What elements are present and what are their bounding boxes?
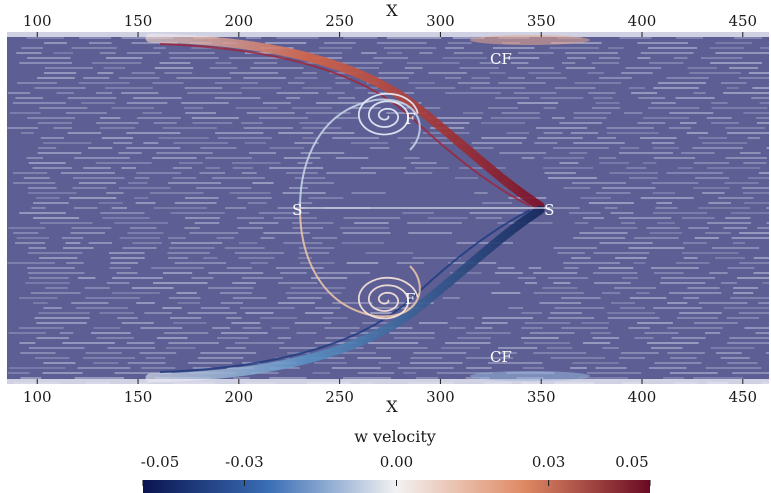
- streamline-field: [7, 32, 769, 384]
- x-tick-label-bottom: 200: [225, 388, 254, 406]
- annotation-cf-bottom: CF: [490, 348, 512, 366]
- bottom-corner-flow: [470, 371, 590, 381]
- x-tick-label-bottom: 250: [325, 388, 354, 406]
- x-tick-label-top: 350: [527, 12, 556, 30]
- lower-shear-layer-edge: [159, 209, 531, 373]
- colorbar-tick-label: 0.00: [380, 453, 413, 471]
- annotation-s-right: S: [544, 201, 554, 219]
- annotation-f-bottom: F: [405, 290, 415, 308]
- annotations: CF F S S F CF: [292, 50, 554, 366]
- colorbar-tick-label: -0.03: [225, 453, 263, 471]
- colorbar-tick-label: 0.05: [615, 453, 648, 471]
- x-tick-label-bottom: 300: [426, 388, 455, 406]
- x-axis-title-bottom: X: [386, 397, 398, 416]
- x-tick-label-bottom: 100: [23, 388, 52, 406]
- x-tick-label-bottom: 400: [628, 388, 657, 406]
- top-wall-band: [7, 32, 769, 37]
- lower-focus-spiral: [357, 276, 419, 320]
- x-tick-label-top: 300: [426, 12, 455, 30]
- x-tick-label-bottom: 450: [728, 388, 757, 406]
- x-axis-bottom: 100 150 200 250 300 350 400 450: [23, 379, 757, 406]
- colorbar-tick-label: -0.05: [141, 453, 179, 471]
- upper-bubble-outline: [299, 98, 421, 209]
- spiral-path: [357, 276, 419, 320]
- upper-shear-layer-edge: [159, 43, 531, 207]
- x-tick-label-top: 100: [23, 12, 52, 30]
- spiral-path: [357, 92, 419, 136]
- colorbar: [143, 480, 650, 493]
- annotation-f-top: F: [405, 110, 415, 128]
- annotation-cf-top: CF: [490, 50, 512, 68]
- colorbar-tick-label: 0.03: [532, 453, 565, 471]
- upper-focus-spiral: [357, 92, 419, 136]
- streamline-streaks: [7, 37, 769, 384]
- x-axis-title-top: X: [386, 1, 398, 20]
- x-tick-label-top: 150: [124, 12, 153, 30]
- colorbar-title: w velocity: [354, 427, 436, 446]
- bottom-wall-band: [7, 379, 769, 384]
- lower-bubble-outline: [299, 207, 421, 318]
- x-tick-label-bottom: 150: [124, 388, 153, 406]
- top-corner-flow: [470, 35, 590, 45]
- x-tick-label-top: 200: [225, 12, 254, 30]
- x-tick-label-top: 400: [628, 12, 657, 30]
- annotation-s-left: S: [292, 201, 302, 219]
- colorbar-ticks: -0.05 -0.03 0.00 0.03 0.05: [141, 453, 651, 486]
- x-tick-label-top: 250: [325, 12, 354, 30]
- x-tick-label-bottom: 350: [527, 388, 556, 406]
- x-axis-top: 100 150 200 250 300 350 400 450: [23, 12, 757, 37]
- lower-shear-layer: [145, 205, 545, 383]
- x-tick-label-top: 450: [728, 12, 757, 30]
